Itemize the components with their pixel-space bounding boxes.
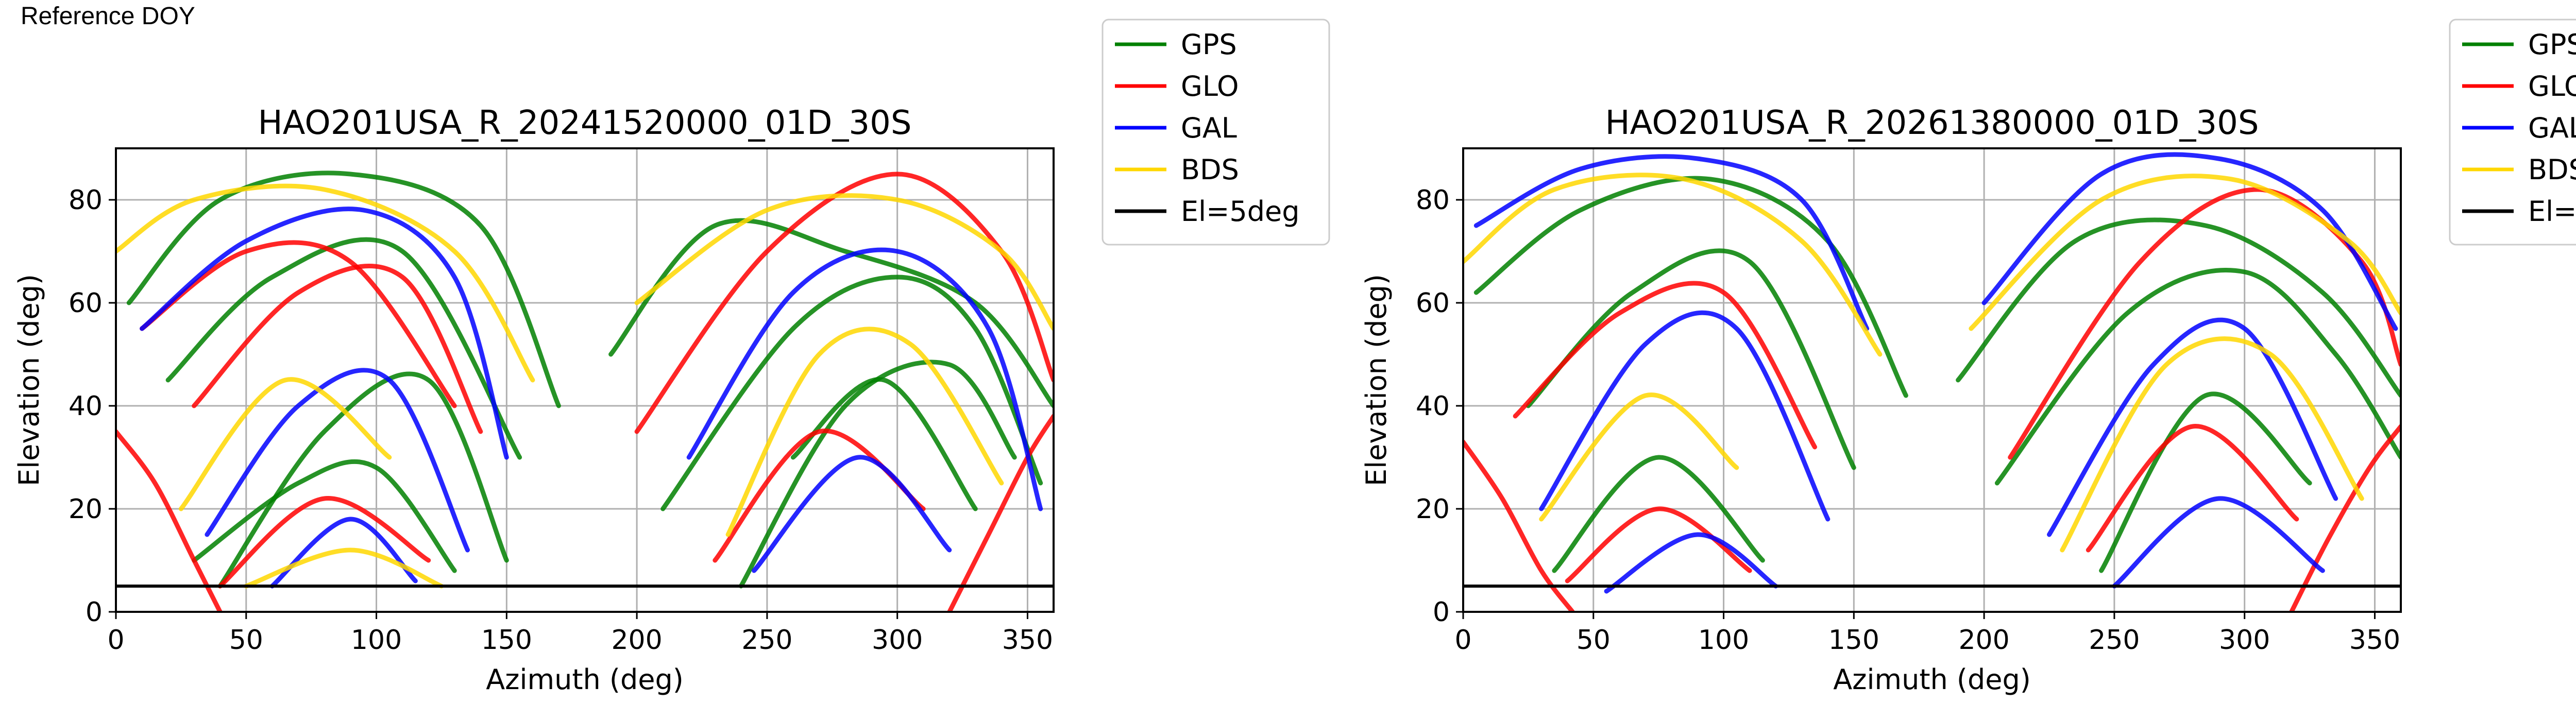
track-gps-4 xyxy=(660,275,1043,511)
track-gps-2 xyxy=(165,237,522,460)
legend-label-gal: GAL xyxy=(2528,112,2576,144)
track-gal-5 xyxy=(1604,532,1778,594)
legend: GPS GLO GAL BDS El=5deg xyxy=(1101,19,1330,246)
track-bds-2 xyxy=(634,193,1054,331)
legend-label-el5deg: El=5deg xyxy=(1181,195,1300,228)
x-tick-label: 350 xyxy=(2349,625,2400,656)
track-gps-6 xyxy=(1956,217,2401,398)
track-glo-2 xyxy=(2289,424,2401,612)
track-glo-3 xyxy=(1513,281,1817,450)
y-tick-label: 80 xyxy=(69,185,103,216)
track-bds-4 xyxy=(2060,336,2364,553)
legend: GPS GLO GAL BDS El=5deg xyxy=(2449,19,2576,246)
y-tick-label: 60 xyxy=(69,288,103,319)
figure-label: Reference DOY xyxy=(21,3,195,30)
x-tick-label: 300 xyxy=(872,625,923,656)
track-gps-7 xyxy=(192,459,457,573)
track-gps-3 xyxy=(1994,268,2401,486)
legend-label-glo: GLO xyxy=(1181,70,1239,102)
track-glo-4 xyxy=(2008,187,2401,460)
y-tick-label: 60 xyxy=(1416,288,1450,319)
track-gal-4 xyxy=(2047,317,2338,537)
track-glo-2 xyxy=(947,414,1054,612)
track-gal-2 xyxy=(205,368,470,553)
chart-panel-1: 0 50 100 150 200 250 300 350 0 20 40 60 80 Azimuth (d… xyxy=(13,19,1330,696)
legend-label-el5deg: El=5deg xyxy=(2528,195,2576,228)
track-glo-7 xyxy=(140,240,457,408)
chart-title: HAO201USA_R_20261380000_01D_30S xyxy=(1605,104,2259,142)
track-gps-4 xyxy=(2099,391,2312,573)
x-tick-label: 50 xyxy=(229,625,263,656)
x-tick-label: 250 xyxy=(2089,625,2140,656)
track-glo-5 xyxy=(217,496,431,589)
track-gps-1 xyxy=(126,170,561,408)
track-gps-5 xyxy=(738,359,1017,589)
y-tick-label: 0 xyxy=(1433,597,1450,628)
axes-frame xyxy=(1462,147,2402,613)
legend-label-bds: BDS xyxy=(1181,153,1239,186)
legend-label-bds: BDS xyxy=(2528,153,2576,186)
x-tick-label: 200 xyxy=(611,625,662,656)
chart-title: HAO201USA_R_20241520000_01D_30S xyxy=(258,104,912,142)
axes-frame xyxy=(115,147,1055,613)
track-bds-4 xyxy=(725,327,1004,537)
track-glo-1 xyxy=(116,429,223,612)
track-glo-1 xyxy=(1463,439,1575,612)
y-tick-label: 40 xyxy=(69,391,103,422)
track-glo-6 xyxy=(2086,424,2299,553)
x-axis-label: Azimuth (deg) xyxy=(486,663,684,696)
track-bds-3 xyxy=(178,377,392,511)
x-tick-label: 200 xyxy=(1958,625,2009,656)
legend-label-gps: GPS xyxy=(1181,28,1237,61)
x-tick-label: 150 xyxy=(481,625,532,656)
y-tick-label: 40 xyxy=(1416,391,1450,422)
y-tick-label: 80 xyxy=(1416,185,1450,216)
track-gal-3 xyxy=(686,247,1043,511)
legend-label-glo: GLO xyxy=(2528,70,2576,102)
track-glo-5 xyxy=(1565,506,1752,584)
x-tick-label: 0 xyxy=(1454,625,1471,656)
legend-label-gal: GAL xyxy=(1181,112,1237,144)
track-gps-5 xyxy=(1552,455,1765,573)
track-bds-2 xyxy=(1969,174,2401,331)
track-bds-5 xyxy=(244,547,444,589)
legend-box xyxy=(1101,19,1330,246)
track-gps-3 xyxy=(217,371,509,589)
y-tick-label: 20 xyxy=(69,494,103,525)
track-gal-4 xyxy=(752,455,952,573)
y-tick-label: 0 xyxy=(86,597,103,628)
x-axis-label: Azimuth (deg) xyxy=(1833,663,2031,696)
track-gps-6 xyxy=(608,218,1054,408)
track-gps-1 xyxy=(1473,176,1908,398)
track-bds-3 xyxy=(1539,392,1739,522)
data-layer xyxy=(116,170,1054,612)
track-bds-1 xyxy=(1463,173,1883,357)
x-tick-label: 50 xyxy=(1577,625,1611,656)
plot-area xyxy=(116,148,1054,612)
y-axis-label: Elevation (deg) xyxy=(13,274,45,486)
track-glo-4 xyxy=(634,172,1054,434)
legend-label-gps: GPS xyxy=(2528,28,2576,61)
track-gal-2 xyxy=(1539,310,1831,522)
y-tick-label: 20 xyxy=(1416,494,1450,525)
x-tick-label: 300 xyxy=(2219,625,2270,656)
x-tick-label: 0 xyxy=(107,625,124,656)
x-tick-label: 100 xyxy=(1698,625,1749,656)
chart-panel-2: 0 50 100 150 200 250 300 350 0 20 40 60 80 Azimuth (d… xyxy=(1360,19,2576,696)
track-bds-1 xyxy=(116,183,535,383)
legend-box xyxy=(2449,19,2576,246)
x-tick-label: 150 xyxy=(1828,625,1879,656)
y-axis-label: Elevation (deg) xyxy=(1360,274,1393,486)
x-tick-label: 250 xyxy=(741,625,792,656)
x-tick-label: 100 xyxy=(351,625,402,656)
track-gal-3 xyxy=(1981,152,2398,331)
track-gal-6 xyxy=(2112,496,2325,589)
data-layer xyxy=(1463,152,2401,612)
track-gal-1 xyxy=(140,207,509,460)
track-gal-1 xyxy=(1473,154,1870,331)
x-tick-label: 350 xyxy=(1002,625,1053,656)
